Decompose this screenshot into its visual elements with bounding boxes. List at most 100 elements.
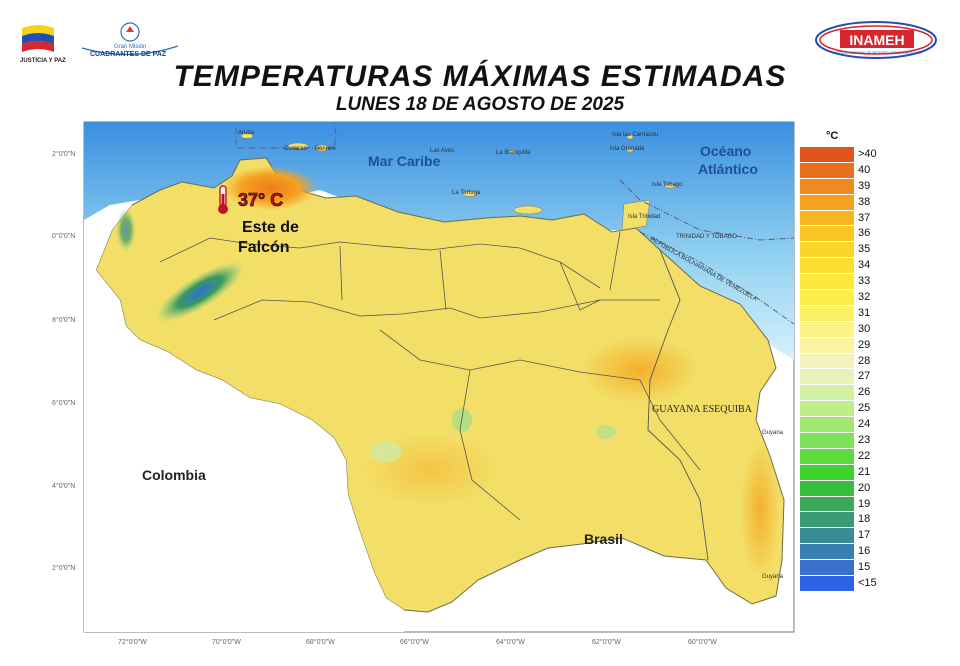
legend-swatch bbox=[800, 162, 854, 179]
lon-tick-2: 68°0'0"W bbox=[306, 638, 335, 646]
legend-row: 36 bbox=[800, 226, 890, 243]
lat-tick-0: 2°0'0"N bbox=[52, 150, 75, 158]
label-tobago: Isla Tobago bbox=[652, 182, 683, 188]
legend-label: 34 bbox=[858, 259, 871, 272]
legend-swatch bbox=[800, 290, 854, 306]
page-title: TEMPERATURAS MÁXIMAS ESTIMADAS bbox=[173, 60, 787, 93]
legend-swatch bbox=[800, 242, 854, 259]
legend-row: 33 bbox=[800, 274, 890, 291]
legend-row: 30 bbox=[800, 321, 890, 338]
annotation-temperature: 37° C bbox=[238, 190, 283, 210]
venezuela-flag-logo bbox=[22, 25, 54, 52]
label-trinidad-tobago: TRINIDAD Y TOBAGO bbox=[676, 234, 737, 240]
legend-label: 26 bbox=[858, 386, 871, 399]
legend-label: 28 bbox=[858, 354, 871, 367]
legend-row: >40 bbox=[800, 147, 890, 163]
legend-swatch bbox=[800, 258, 854, 275]
legend-label: 19 bbox=[858, 497, 871, 510]
annotation-place-2: Falcón bbox=[238, 239, 290, 256]
label-aruba: Aruba bbox=[238, 130, 255, 136]
legend-label: 22 bbox=[858, 449, 871, 462]
legend-row: 40 bbox=[800, 162, 890, 179]
perija-cool-zone bbox=[116, 208, 136, 252]
lat-tick-5: 2°0'0"N bbox=[52, 564, 75, 572]
legend-swatch bbox=[800, 480, 854, 497]
warm-zone-esequibo bbox=[740, 440, 780, 580]
legend-row: 21 bbox=[800, 464, 890, 481]
annotation-place-1: Este de bbox=[242, 219, 299, 236]
legend-label: 40 bbox=[858, 163, 871, 176]
legend-label: 32 bbox=[858, 291, 871, 304]
lon-tick-0: 72°0'0"W bbox=[118, 638, 147, 646]
gran-mision-text: Gran Misión bbox=[114, 44, 146, 50]
highland-cool-zone-3 bbox=[596, 425, 616, 439]
legend-row: 37 bbox=[800, 210, 890, 227]
legend-label: 15 bbox=[858, 561, 871, 574]
label-guyana-2: Guyana bbox=[762, 574, 784, 580]
label-guayana-esequiba: GUAYANA ESEQUIBA bbox=[652, 404, 753, 415]
lon-tick-labels: 72°0'0"W 70°0'0"W 68°0'0"W 66°0'0"W 64°0… bbox=[118, 638, 717, 646]
legend-swatch bbox=[800, 178, 854, 195]
inameh-logo: INAMEH INSTITUTO NACIONAL DE METEOROLOGÍ… bbox=[812, 18, 942, 64]
legend-swatch bbox=[800, 544, 854, 561]
label-mar-caribe: Mar Caribe bbox=[368, 153, 441, 169]
lat-tick-1: 0°0'0"N bbox=[52, 232, 75, 240]
legend-label: 33 bbox=[858, 275, 871, 288]
legend-row: 35 bbox=[800, 242, 890, 259]
label-brasil: Brasil bbox=[584, 531, 623, 547]
legend-swatch bbox=[800, 305, 854, 322]
legend-swatch bbox=[800, 353, 854, 370]
legend-row: 16 bbox=[800, 544, 890, 561]
warm-zone-east bbox=[580, 336, 700, 404]
legend-swatch bbox=[800, 194, 854, 211]
legend-row: 27 bbox=[800, 369, 890, 386]
header-logos-left: JUSTICIA Y PAZ Gran Misión CUADRANTES DE… bbox=[18, 18, 198, 64]
legend-swatch bbox=[800, 433, 854, 449]
legend-swatch bbox=[800, 417, 854, 434]
legend-swatch bbox=[800, 321, 854, 338]
page-subtitle: LUNES 18 DE AGOSTO DE 2025 bbox=[335, 94, 625, 115]
lon-tick-4: 64°0'0"W bbox=[496, 638, 525, 646]
legend-row: <15 bbox=[800, 576, 890, 592]
legend-label: 16 bbox=[858, 545, 871, 558]
legend-label: 27 bbox=[858, 370, 871, 383]
legend-swatch bbox=[800, 401, 854, 418]
cuadrantes-de-paz-text: CUADRANTES DE PAZ bbox=[90, 51, 167, 58]
legend-row: 31 bbox=[800, 305, 890, 322]
lon-tick-1: 70°0'0"W bbox=[212, 638, 241, 646]
legend-row: 18 bbox=[800, 512, 890, 529]
legend-label: >40 bbox=[858, 148, 877, 160]
temperature-legend: >40 40 39 38 37 36 35 34 33 32 31 30 29 28 27 26 25 24 23 2… bbox=[800, 147, 890, 592]
label-las-aves: Las Aves bbox=[430, 148, 454, 154]
legend-label: 24 bbox=[858, 418, 871, 431]
lat-tick-3: 6°0'0"N bbox=[52, 399, 75, 407]
legend-row: 19 bbox=[800, 496, 890, 513]
hot-spot-falcon bbox=[222, 166, 318, 210]
label-oceano: Océano bbox=[700, 143, 751, 159]
label-colombia: Colombia bbox=[142, 467, 206, 483]
label-la-blanquilla: La Blanquilla bbox=[496, 150, 531, 156]
legend-row: 22 bbox=[800, 448, 890, 465]
lat-tick-labels: 2°0'0"N 0°0'0"N 8°0'0"N 6°0'0"N 4°0'0"N … bbox=[52, 150, 75, 572]
inameh-text: INAMEH bbox=[849, 32, 904, 48]
legend-label: 21 bbox=[858, 465, 871, 478]
legend-label: 30 bbox=[858, 322, 871, 335]
legend-label: 31 bbox=[858, 306, 871, 319]
legend-swatch bbox=[800, 385, 854, 402]
legend-unit: °C bbox=[826, 130, 839, 142]
islands bbox=[240, 133, 676, 231]
cuadrantes-de-paz-logo bbox=[81, 22, 179, 56]
thermometer-icon bbox=[218, 185, 228, 214]
legend-label: 18 bbox=[858, 513, 871, 526]
legend-swatch bbox=[800, 576, 854, 592]
label-la-tortuga: La Tortuga bbox=[452, 190, 481, 196]
legend-label: 17 bbox=[858, 529, 871, 542]
justicia-y-paz-text: JUSTICIA Y PAZ bbox=[20, 58, 66, 64]
legend-swatch bbox=[800, 274, 854, 291]
legend-swatch bbox=[800, 464, 854, 481]
legend-swatch bbox=[800, 512, 854, 529]
legend-row: 29 bbox=[800, 337, 890, 354]
legend-swatch bbox=[800, 369, 854, 386]
label-trinidad: Isla Trinidad bbox=[628, 214, 660, 220]
